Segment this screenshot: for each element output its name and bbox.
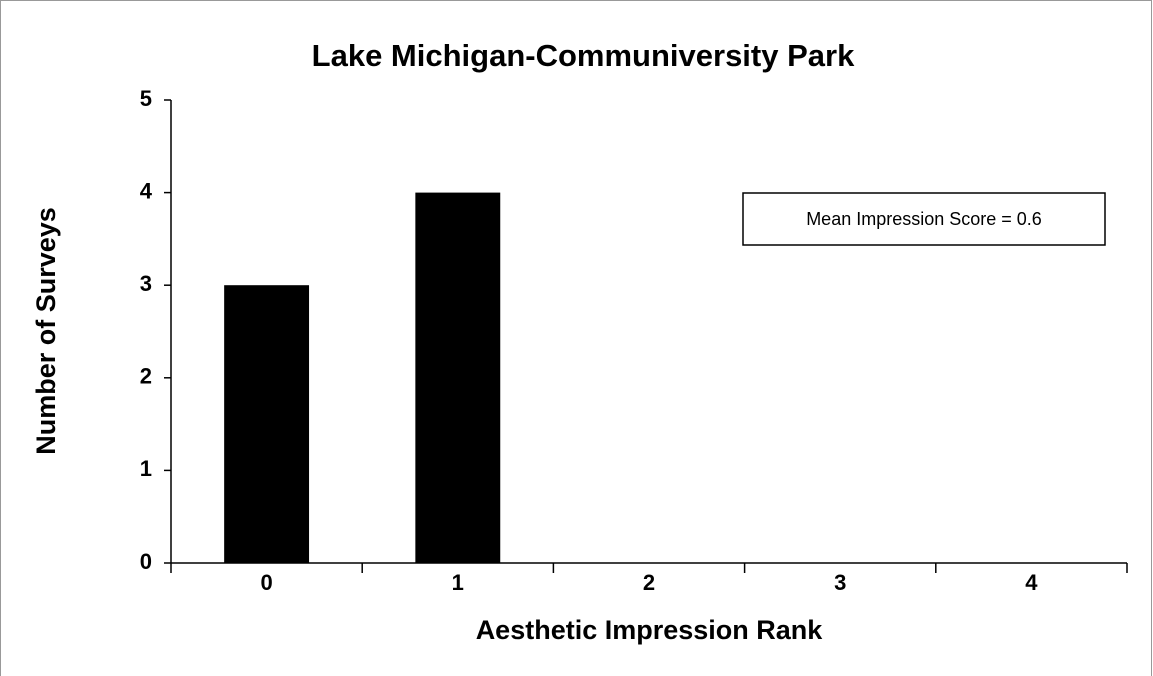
y-tick-label: 1: [140, 456, 152, 481]
y-tick-label: 0: [140, 549, 152, 574]
x-tick-label: 3: [834, 570, 846, 595]
x-tick-label: 4: [1025, 570, 1038, 595]
x-tick-label: 0: [260, 570, 272, 595]
chart-title: Lake Michigan-Communiversity Park: [312, 38, 855, 73]
x-tick-label: 2: [643, 570, 655, 595]
annotation: Mean Impression Score = 0.6: [806, 209, 1042, 229]
bar: [224, 285, 310, 563]
y-axis-title: Number of Surveys: [31, 207, 61, 455]
y-tick-label: 3: [140, 271, 152, 296]
bar: [415, 192, 501, 563]
y-tick-label: 5: [140, 86, 152, 111]
annotation-box: [742, 192, 1106, 246]
x-tick-label: 1: [452, 570, 464, 595]
x-axis-title: Aesthetic Impression Rank: [476, 615, 824, 645]
y-tick-label: 4: [140, 178, 153, 203]
y-tick-label: 2: [140, 364, 152, 389]
